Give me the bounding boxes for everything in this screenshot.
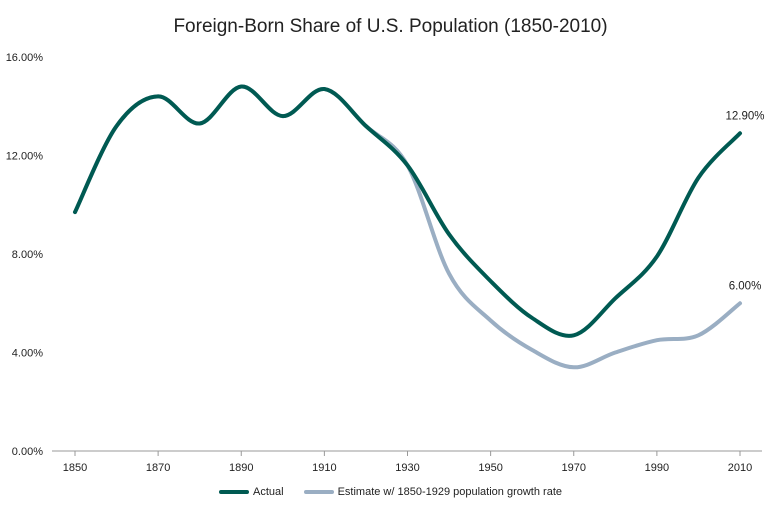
- legend-swatch-actual: [219, 490, 249, 494]
- end-label-actual: 12.90%: [725, 110, 764, 122]
- legend: Actual Estimate w/ 1850-1929 population …: [0, 486, 781, 498]
- x-tick-label: 1970: [562, 462, 586, 474]
- x-tick-label: 1930: [395, 462, 419, 474]
- legend-swatch-estimate: [303, 490, 334, 494]
- x-tick-label: 1890: [229, 462, 253, 474]
- y-tick-label: 8.00%: [12, 249, 43, 261]
- legend-item-actual: Actual: [219, 486, 284, 498]
- series-layer: [73, 84, 742, 370]
- legend-label-estimate: Estimate w/ 1850-1929 population growth …: [337, 486, 562, 498]
- x-tick-label: 1850: [63, 462, 87, 474]
- y-tick-label: 0.00%: [12, 446, 43, 458]
- x-tick-label: 1990: [645, 462, 669, 474]
- x-tick-label: 1950: [478, 462, 502, 474]
- x-axis-ticks: [74, 451, 741, 456]
- y-tick-label: 4.00%: [12, 348, 43, 360]
- x-tick-label: 2010: [728, 462, 752, 474]
- end-label-estimate: 6.00%: [729, 280, 762, 292]
- series-line-actual: [73, 84, 742, 338]
- legend-label-actual: Actual: [253, 486, 284, 498]
- chart-title: Foreign-Born Share of U.S. Population (1…: [173, 16, 608, 37]
- series-line-estimate: [73, 84, 742, 370]
- y-tick-label: 12.00%: [6, 151, 44, 163]
- y-tick-label: 16.00%: [6, 52, 44, 64]
- end-labels: 12.90% 6.00%: [725, 110, 764, 292]
- x-tick-label: 1910: [312, 462, 336, 474]
- x-tick-label: 1870: [146, 462, 170, 474]
- y-axis-labels: 0.00% 4.00% 8.00% 12.00% 16.00%: [6, 52, 44, 458]
- x-axis-labels: 1850 1870 1890 1910 1930 1950 1970 1990 2010: [63, 462, 752, 474]
- legend-item-estimate: Estimate w/ 1850-1929 population growth …: [303, 486, 562, 498]
